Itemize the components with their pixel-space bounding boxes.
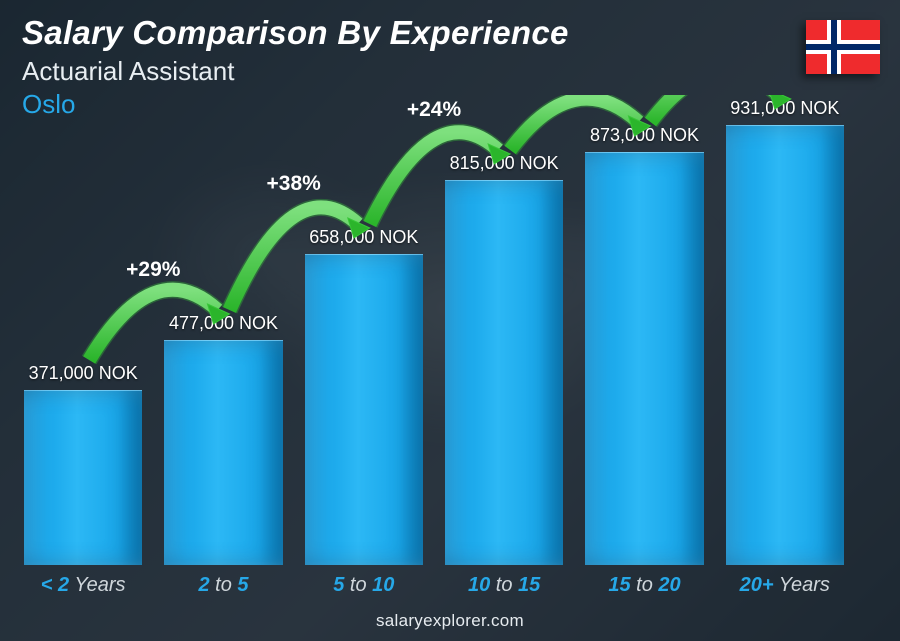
bar-slot: 477,000 NOK [164, 95, 282, 565]
bar-slot: 815,000 NOK [445, 95, 563, 565]
x-axis-labels: < 2 Years 2 to 5 5 to 10 10 to 15 15 to 20 20… [24, 574, 844, 597]
x-axis-label: 2 to 5 [164, 574, 282, 597]
infographic-stage: Salary Comparison By Experience Actuaria… [0, 0, 900, 641]
bar-value-label: 658,000 NOK [309, 227, 418, 248]
bar [164, 340, 282, 565]
bar-value-label: 931,000 NOK [730, 98, 839, 119]
bar [445, 180, 563, 565]
x-axis-label: 5 to 10 [305, 574, 423, 597]
bar-chart: 371,000 NOK 477,000 NOK 658,000 NOK 815,000… [24, 95, 844, 565]
bar-slot: 931,000 NOK [726, 95, 844, 565]
bar [24, 390, 142, 565]
bar-value-label: 873,000 NOK [590, 125, 699, 146]
page-title: Salary Comparison By Experience [22, 14, 569, 52]
bar-value-label: 371,000 NOK [29, 363, 138, 384]
x-axis-label: 20+ Years [726, 574, 844, 597]
bar-slot: 873,000 NOK [585, 95, 703, 565]
bar-value-label: 815,000 NOK [450, 153, 559, 174]
x-axis-label: 10 to 15 [445, 574, 563, 597]
bar [305, 254, 423, 565]
bar-value-label: 477,000 NOK [169, 313, 278, 334]
bar-slot: 658,000 NOK [305, 95, 423, 565]
x-axis-label: < 2 Years [24, 574, 142, 597]
norway-flag-icon [806, 20, 880, 74]
bar-slot: 371,000 NOK [24, 95, 142, 565]
footer-attribution: salaryexplorer.com [0, 611, 900, 631]
job-subtitle: Actuarial Assistant [22, 56, 569, 87]
bars-row: 371,000 NOK 477,000 NOK 658,000 NOK 815,000… [24, 95, 844, 565]
bar [726, 125, 844, 565]
bar [585, 152, 703, 565]
x-axis-label: 15 to 20 [585, 574, 703, 597]
